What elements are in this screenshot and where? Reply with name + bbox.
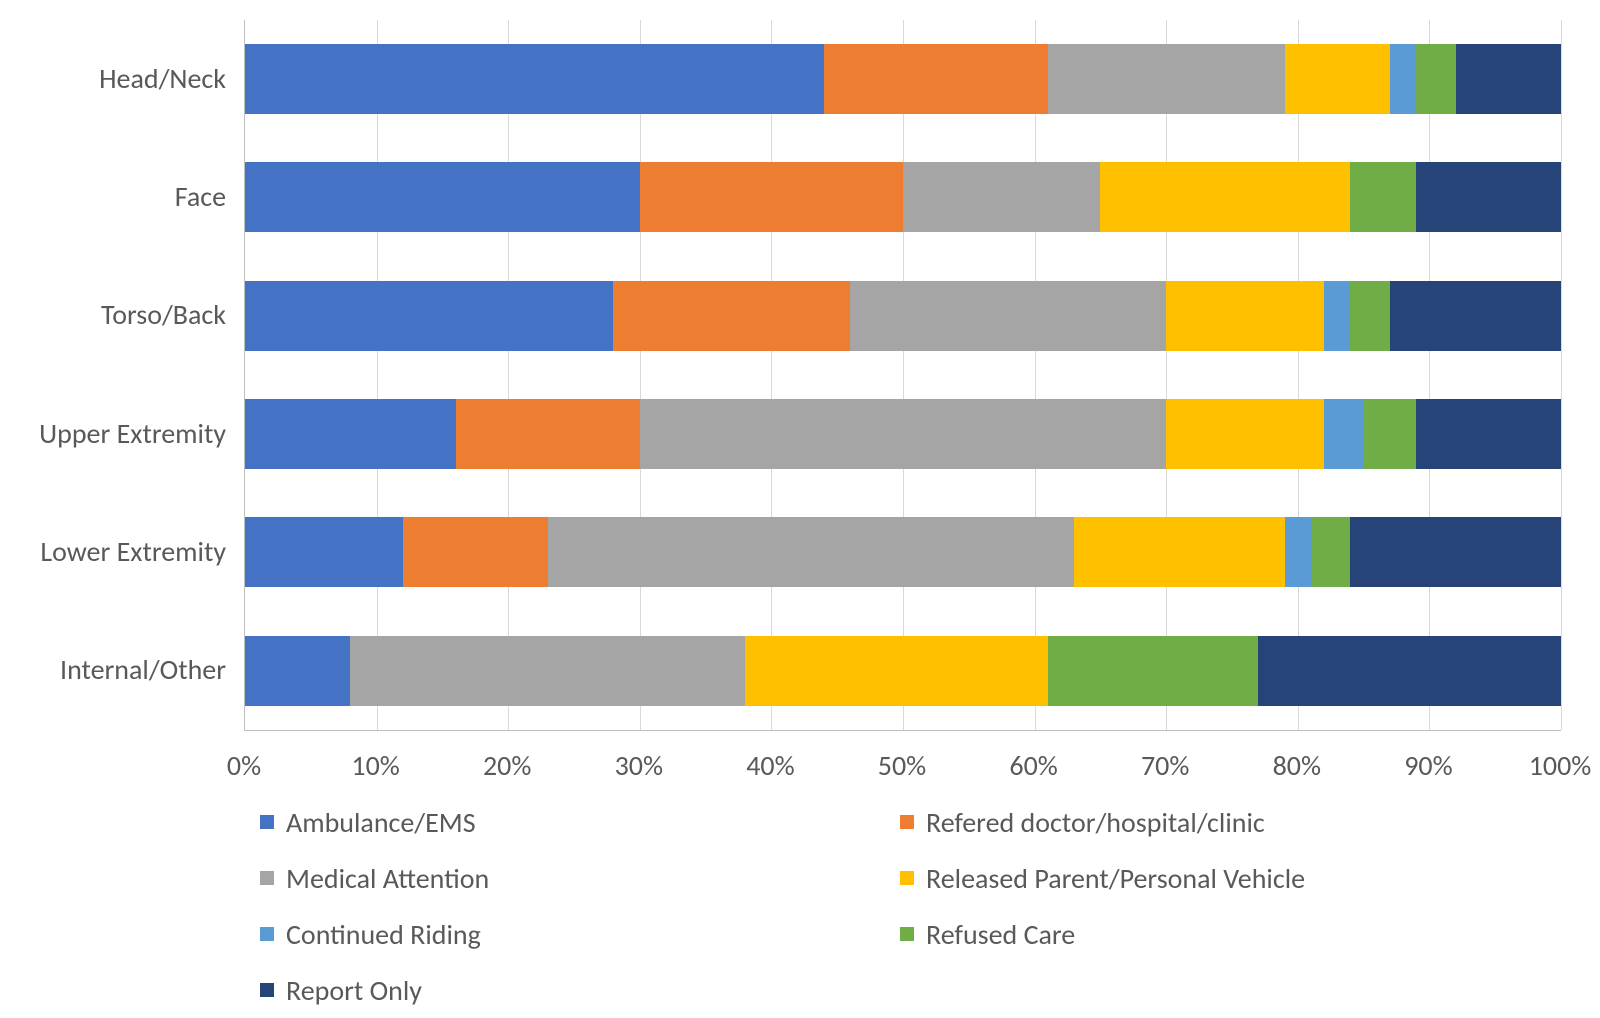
- x-tick-label: 20%: [483, 748, 531, 783]
- bar-segment: [824, 44, 1048, 114]
- bar-row: [245, 399, 1561, 469]
- x-tick-label: 30%: [615, 748, 663, 783]
- bar-segment: [403, 517, 548, 587]
- bar-segment: [1416, 44, 1455, 114]
- bar-segment: [903, 162, 1100, 232]
- bar-segment: [1324, 399, 1363, 469]
- bar-segment: [245, 44, 824, 114]
- bar-row: [245, 636, 1561, 706]
- bar-segment: [1390, 44, 1416, 114]
- bar-segment: [1074, 517, 1285, 587]
- gridline: [771, 20, 772, 730]
- gridline: [640, 20, 641, 730]
- bar-segment: [850, 281, 1166, 351]
- bar-segment: [1456, 44, 1561, 114]
- bar-segment: [1350, 162, 1416, 232]
- category-label: Face: [175, 179, 226, 214]
- bar-segment: [245, 517, 403, 587]
- bar-segment: [350, 636, 745, 706]
- bar-segment: [1048, 636, 1259, 706]
- category-label: Head/Neck: [99, 61, 226, 96]
- x-tick-label: 80%: [1273, 748, 1321, 783]
- bar-row: [245, 517, 1561, 587]
- bar-segment: [1258, 636, 1561, 706]
- x-tick-label: 100%: [1529, 748, 1592, 783]
- gridline: [1035, 20, 1036, 730]
- x-tick-label: 90%: [1404, 748, 1452, 783]
- stacked-bar-chart: Ambulance/EMS Refered doctor/hospital/cli…: [0, 0, 1600, 1016]
- legend-label: Refered doctor/hospital/clinic: [926, 805, 1265, 840]
- legend-item: Medical Attention: [260, 850, 900, 906]
- gridline: [1166, 20, 1167, 730]
- bar-segment: [245, 162, 640, 232]
- legend-swatch: [260, 927, 274, 941]
- bar-row: [245, 162, 1561, 232]
- x-tick-label: 10%: [351, 748, 399, 783]
- legend-swatch: [900, 871, 914, 885]
- legend-item: Released Parent/Personal Vehicle: [900, 850, 1540, 906]
- bar-segment: [1390, 281, 1561, 351]
- legend-item: Report Only: [260, 962, 900, 1018]
- bar-segment: [640, 399, 1166, 469]
- legend-swatch: [260, 815, 274, 829]
- bar-segment: [745, 636, 1048, 706]
- bar-segment: [1350, 517, 1561, 587]
- legend-label: Continued Riding: [286, 917, 481, 952]
- legend-label: Released Parent/Personal Vehicle: [926, 861, 1305, 896]
- bar-segment: [640, 162, 903, 232]
- bar-segment: [1364, 399, 1417, 469]
- legend-label: Ambulance/EMS: [286, 805, 476, 840]
- x-tick-label: 60%: [1009, 748, 1057, 783]
- x-tick-label: 0%: [227, 748, 261, 783]
- gridline: [903, 20, 904, 730]
- bar-row: [245, 44, 1561, 114]
- gridline: [1561, 20, 1562, 730]
- bar-segment: [1324, 281, 1350, 351]
- legend-swatch: [900, 815, 914, 829]
- gridline: [508, 20, 509, 730]
- legend-swatch: [900, 927, 914, 941]
- bar-segment: [1350, 281, 1389, 351]
- x-tick-label: 70%: [1141, 748, 1189, 783]
- bar-segment: [245, 281, 613, 351]
- legend-item: Refused Care: [900, 906, 1540, 962]
- bar-segment: [245, 636, 350, 706]
- bar-segment: [1166, 399, 1324, 469]
- bar-segment: [456, 399, 640, 469]
- gridline: [377, 20, 378, 730]
- legend-swatch: [260, 871, 274, 885]
- legend-item: Refered doctor/hospital/clinic: [900, 794, 1540, 850]
- bar-segment: [1311, 517, 1350, 587]
- legend-swatch: [260, 983, 274, 997]
- legend-item: Continued Riding: [260, 906, 900, 962]
- legend-label: Report Only: [286, 973, 422, 1008]
- legend-item: Ambulance/EMS: [260, 794, 900, 850]
- bar-segment: [1416, 399, 1561, 469]
- legend-label: Refused Care: [926, 917, 1075, 952]
- gridline: [1298, 20, 1299, 730]
- bar-segment: [1285, 44, 1390, 114]
- bar-segment: [548, 517, 1074, 587]
- category-label: Torso/Back: [101, 297, 226, 332]
- category-label: Lower Extremity: [40, 534, 226, 569]
- bar-segment: [613, 281, 850, 351]
- bar-segment: [1048, 44, 1285, 114]
- bar-segment: [1416, 162, 1561, 232]
- x-tick-label: 40%: [746, 748, 794, 783]
- category-label: Internal/Other: [60, 652, 226, 687]
- bar-segment: [245, 399, 456, 469]
- legend: Ambulance/EMS Refered doctor/hospital/cli…: [260, 794, 1570, 1018]
- gridline: [1429, 20, 1430, 730]
- legend-label: Medical Attention: [286, 861, 489, 896]
- bar-segment: [1100, 162, 1350, 232]
- category-label: Upper Extremity: [39, 416, 226, 451]
- x-tick-label: 50%: [878, 748, 926, 783]
- bar-segment: [1285, 517, 1311, 587]
- bar-segment: [1166, 281, 1324, 351]
- bar-row: [245, 281, 1561, 351]
- plot-area: [244, 20, 1561, 731]
